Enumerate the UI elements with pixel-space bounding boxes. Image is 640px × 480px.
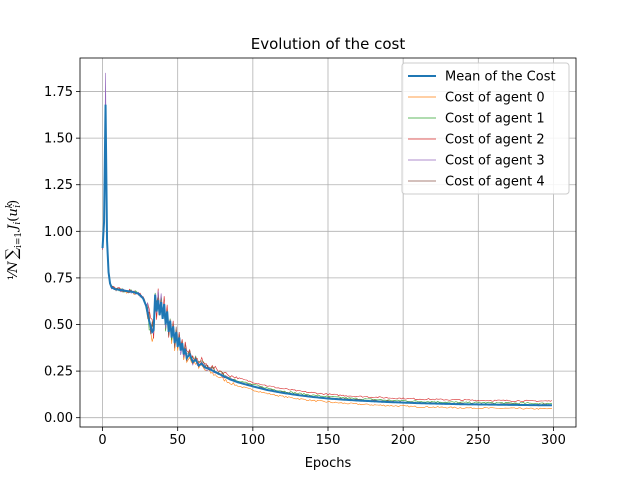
plot-series: [101, 72, 553, 410]
y-tick-label: 1.25: [44, 178, 73, 193]
series-line-mean: [101, 104, 552, 407]
legend-entry: Mean of the Cost: [445, 70, 556, 85]
x-tick-label: 50: [169, 433, 186, 448]
legend-entry: Cost of agent 3: [445, 154, 545, 169]
y-tick-label: 0.00: [44, 411, 73, 426]
legend-box: [401, 62, 570, 195]
y-tick-label: 1.75: [44, 85, 73, 100]
y-axis-label: ¹⁄N∑i=1Ji(uki): [2, 200, 24, 280]
x-tick-label: 100: [240, 433, 265, 448]
grid-lines: [80, 58, 576, 427]
y-tick-label: 0.25: [44, 365, 73, 380]
legend-entry: Cost of agent 2: [445, 133, 545, 148]
x-tick-label: 300: [541, 433, 566, 448]
x-tick-label: 150: [316, 433, 341, 448]
legend-entry: Cost of agent 0: [445, 91, 545, 106]
y-tick-label: 0.50: [44, 318, 73, 333]
chart-title: Evolution of the cost: [251, 35, 406, 53]
x-axis-label: Epochs: [305, 456, 352, 471]
y-tick-label: 1.00: [44, 225, 73, 240]
x-tick-label: 0: [98, 433, 106, 448]
y-axis-label-text: ¹⁄N∑i=1Ji(uki): [2, 200, 24, 280]
legend: Mean of the Cost Cost of agent 0 Cost of a…: [401, 62, 570, 195]
x-ticks: 0 50 100 150 200 250 300: [98, 427, 566, 448]
series-line-agent-0: [102, 115, 553, 410]
y-tick-label: 1.50: [44, 132, 73, 147]
y-tick-label: 0.75: [44, 271, 73, 286]
y-ticks: 0.00 0.25 0.50 0.75 1.00 1.25 1.50 1.75: [44, 85, 80, 426]
legend-entry: Cost of agent 1: [445, 112, 545, 127]
x-tick-label: 200: [391, 433, 416, 448]
legend-entry: Cost of agent 4: [445, 175, 545, 190]
x-tick-label: 250: [466, 433, 491, 448]
